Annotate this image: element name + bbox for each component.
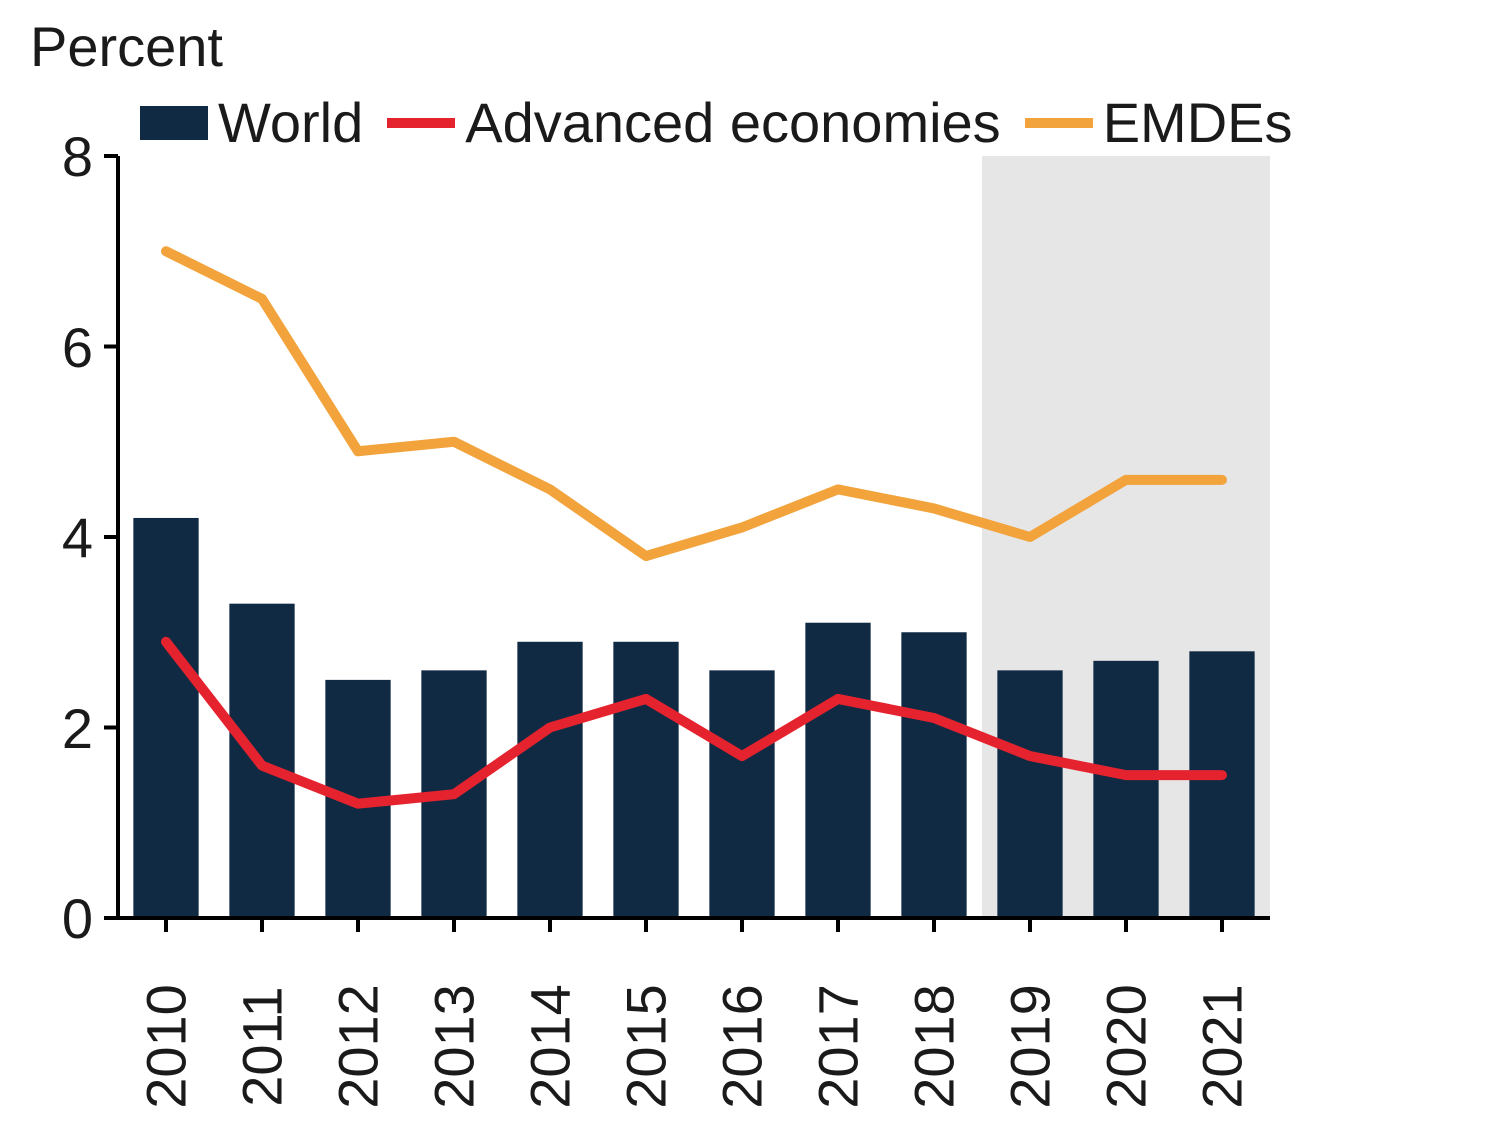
x-tick-label: 2011 <box>230 977 295 1117</box>
y-tick-label: 6 <box>33 315 93 380</box>
bar-world <box>133 518 198 918</box>
bar-world <box>709 670 774 918</box>
x-tick-label: 2017 <box>806 977 871 1117</box>
bar-world <box>805 623 870 918</box>
x-tick-label: 2020 <box>1094 977 1159 1117</box>
y-tick-label: 4 <box>33 505 93 570</box>
bar-world <box>613 642 678 918</box>
y-tick-label: 2 <box>33 696 93 761</box>
bar-world <box>997 670 1062 918</box>
bar-world <box>1093 661 1158 918</box>
y-tick-label: 8 <box>33 124 93 189</box>
x-tick-label: 2018 <box>902 977 967 1117</box>
bar-world <box>1189 651 1254 918</box>
x-tick-label: 2012 <box>326 977 391 1117</box>
x-tick-label: 2016 <box>710 977 775 1117</box>
y-tick-label: 0 <box>33 886 93 951</box>
plot-area <box>0 0 1500 1126</box>
x-tick-label: 2021 <box>1190 977 1255 1117</box>
chart-frame: Percent WorldAdvanced economiesEMDEs 024… <box>0 0 1500 1126</box>
x-tick-label: 2014 <box>518 977 583 1117</box>
bar-world <box>517 642 582 918</box>
x-tick-label: 2013 <box>422 977 487 1117</box>
bar-world <box>901 632 966 918</box>
x-tick-label: 2010 <box>134 977 199 1117</box>
x-tick-label: 2019 <box>998 977 1063 1117</box>
x-tick-label: 2015 <box>614 977 679 1117</box>
